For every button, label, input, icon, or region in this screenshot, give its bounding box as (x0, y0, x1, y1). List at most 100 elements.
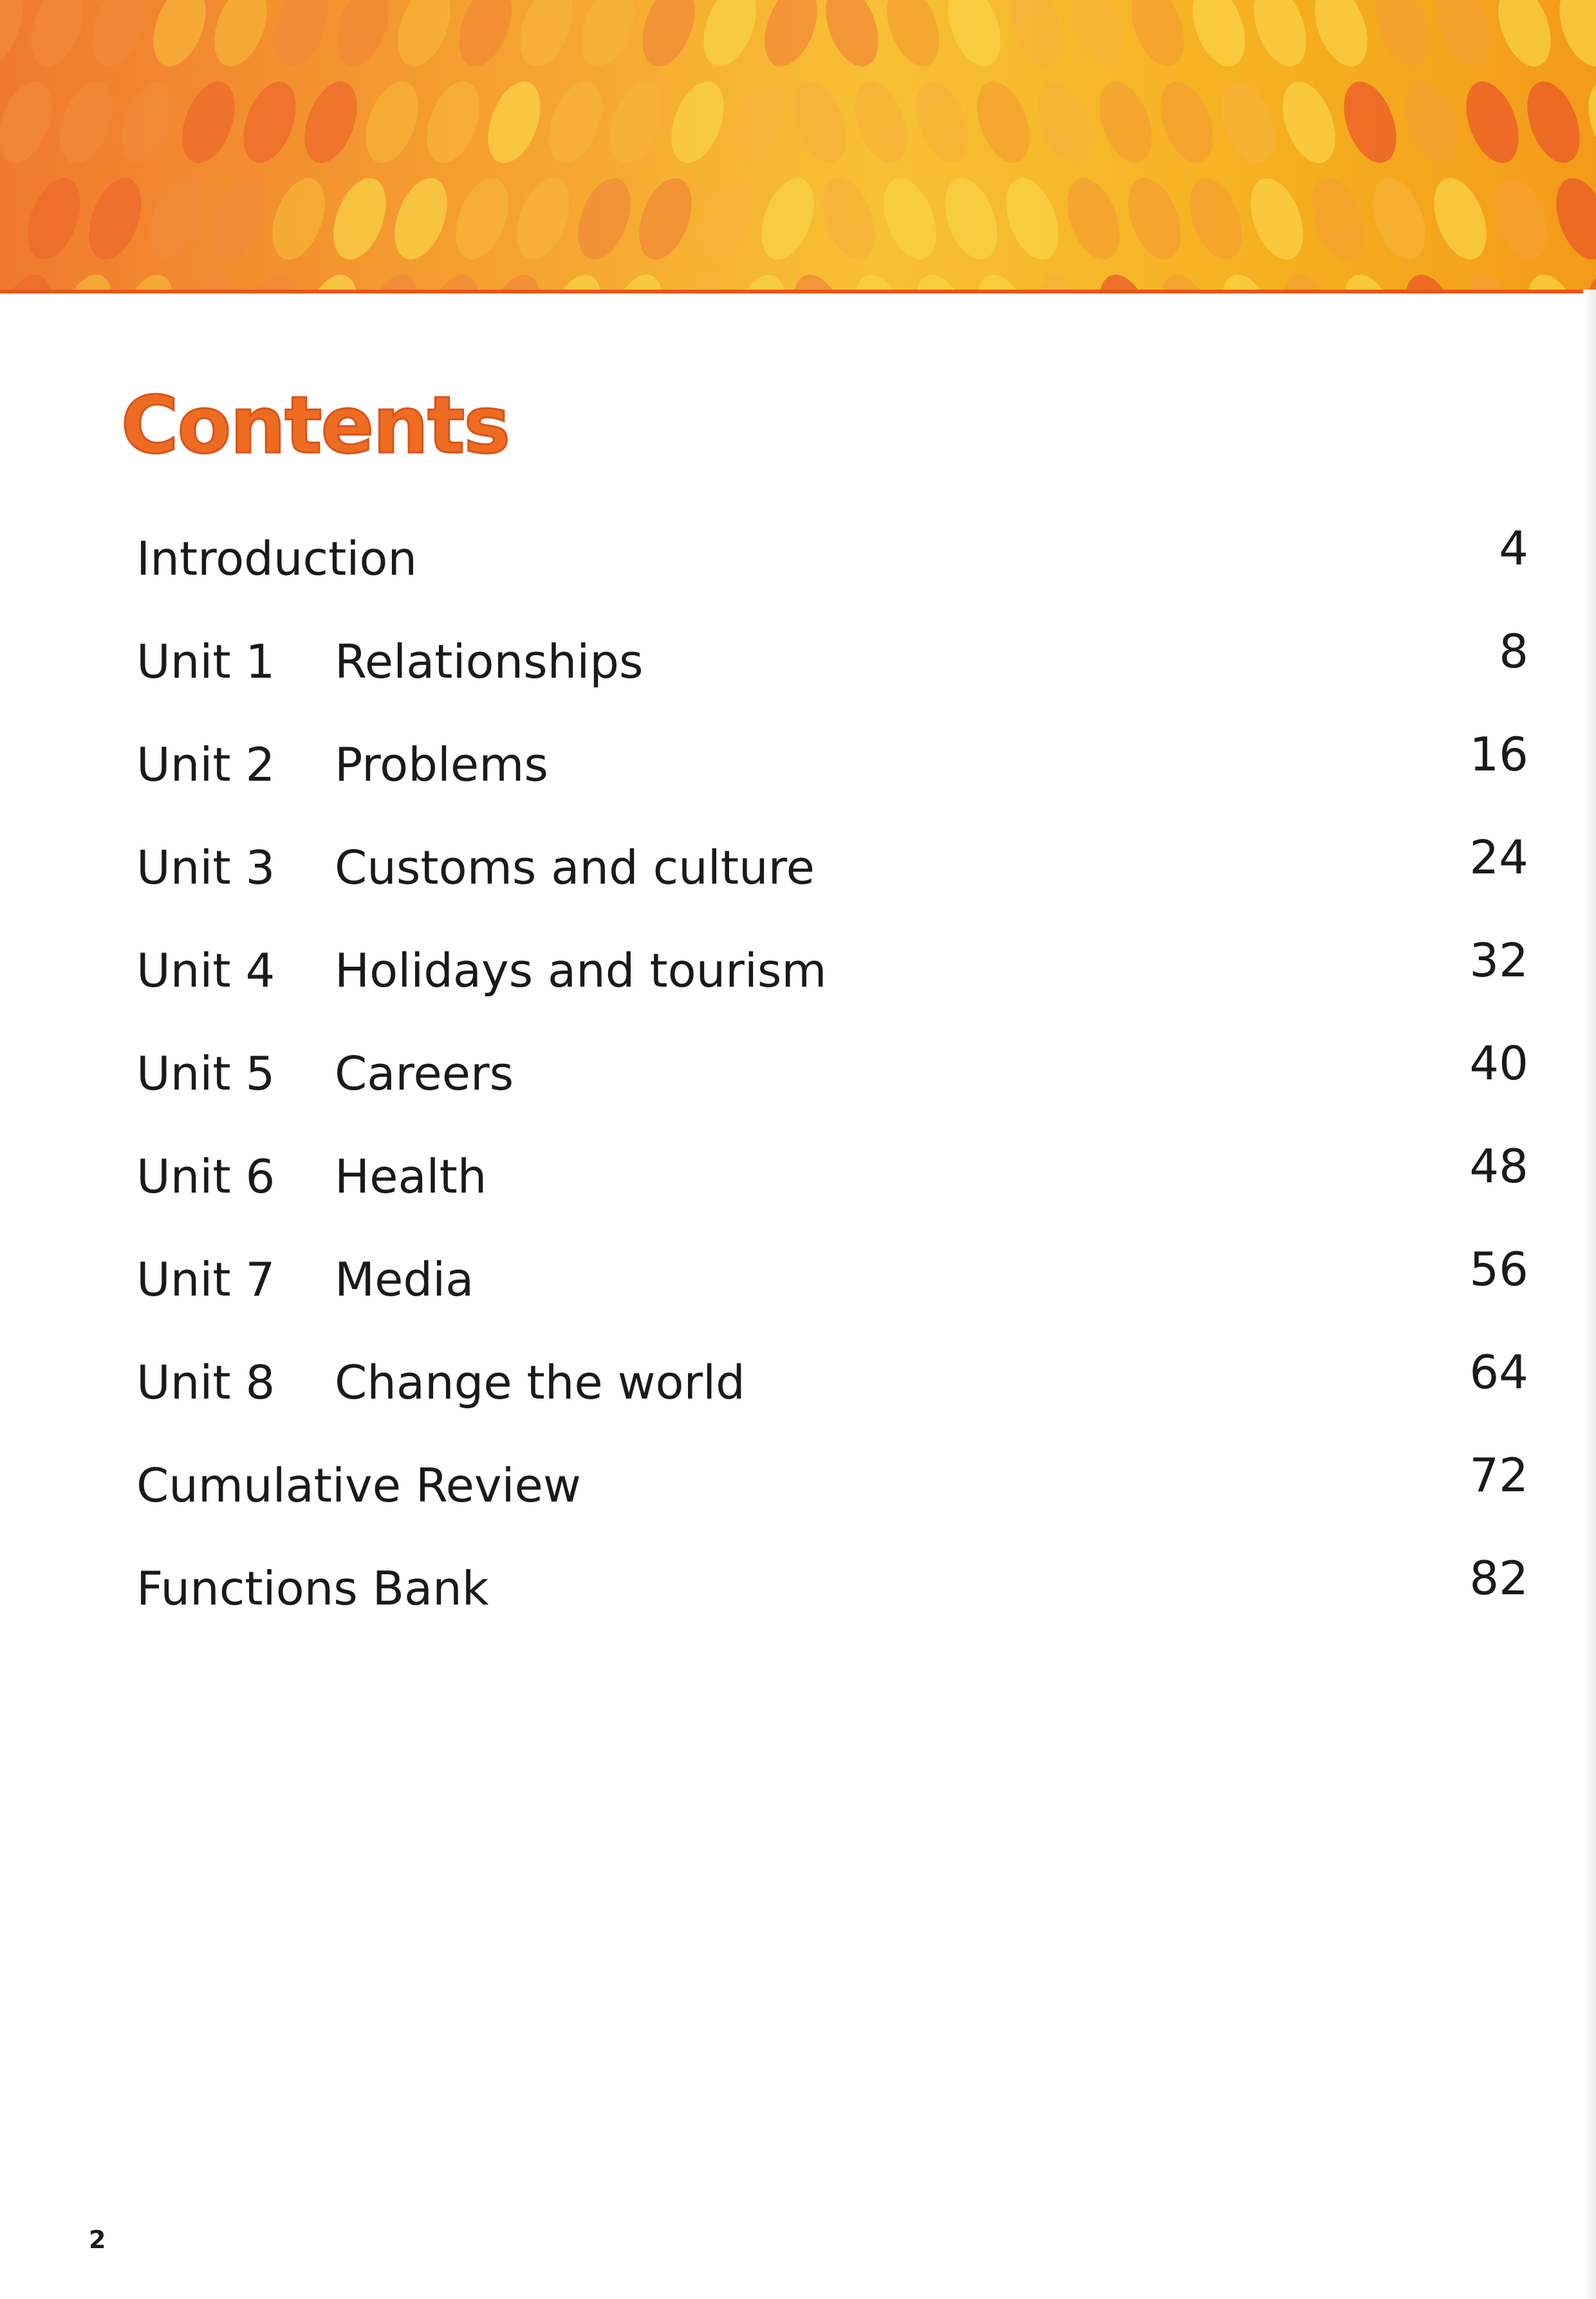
pattern-dot (214, 0, 267, 67)
toc-entry-page: 40 (1469, 1036, 1528, 1090)
pattern-dot (1192, 0, 1245, 67)
pattern-dot (1128, 178, 1181, 260)
pattern-dot (1344, 274, 1396, 290)
toc-entry: Unit 3 Customs and culture 24 (0, 817, 1596, 895)
toc-entry-topic: Customs and culture (335, 841, 815, 895)
pattern-dot (520, 0, 573, 67)
pattern-dot (1588, 81, 1596, 163)
pattern-dot (1038, 274, 1091, 290)
pattern-dot (1466, 81, 1519, 163)
pattern-dot (826, 0, 878, 67)
page-edge-shadow (1583, 290, 1596, 2299)
pattern-dot (732, 274, 785, 290)
toc-entry-unit: Unit 4 (136, 944, 275, 998)
toc-entry: Cumulative Review 72 (0, 1435, 1596, 1512)
pattern-dot (1495, 178, 1548, 260)
pattern-dot (948, 0, 1001, 67)
pattern-dot (60, 274, 113, 290)
toc-entry-page: 56 (1469, 1242, 1528, 1296)
toc-entry-unit: Unit 6 (136, 1150, 275, 1204)
toc-entry-topic: Relationships (335, 635, 644, 689)
pattern-dot (855, 81, 907, 163)
toc-entry-page: 8 (1499, 624, 1528, 678)
pattern-dot (671, 81, 724, 163)
pattern-dot (1099, 274, 1152, 290)
toc-entry-topic: Media (335, 1252, 474, 1307)
pattern-dot (1405, 81, 1458, 163)
pattern-dot (671, 274, 724, 290)
pattern-dot (916, 274, 969, 290)
pattern-dot (977, 81, 1030, 163)
toc-entry-topic: Change the world (335, 1355, 745, 1410)
pattern-dot (1254, 0, 1306, 67)
pattern-dot (0, 81, 51, 163)
pattern-dot (1189, 178, 1242, 260)
pattern-dot (427, 274, 479, 290)
pattern-dot (243, 274, 296, 290)
pattern-dot (304, 274, 357, 290)
toc-entry: Functions Bank 82 (0, 1538, 1596, 1615)
pattern-dot (1588, 274, 1596, 290)
pattern-dot (92, 0, 145, 67)
pattern-dot (1283, 81, 1335, 163)
pattern-dot (581, 0, 634, 67)
pattern-dot (884, 178, 936, 260)
toc-entry-page: 64 (1469, 1345, 1528, 1399)
pattern-dot (1131, 0, 1184, 67)
pattern-dot (1250, 178, 1303, 260)
pattern-dot (488, 274, 541, 290)
pattern-dot (1006, 178, 1059, 260)
pattern-dot (366, 81, 418, 163)
pattern-dot (1038, 81, 1091, 163)
pattern-dot (822, 178, 875, 260)
toc-entry-page: 16 (1469, 727, 1528, 781)
toc-entry-topic: Problems (335, 738, 548, 792)
pattern-dot (578, 178, 631, 260)
pattern-dot (1221, 81, 1274, 163)
toc-entry: Unit 8 Change the world 64 (0, 1332, 1596, 1410)
toc-entry-unit: Unit 5 (136, 1047, 275, 1101)
toc-entry-page: 72 (1469, 1448, 1528, 1502)
page-number: 2 (89, 2226, 106, 2254)
pattern-dot (1405, 274, 1458, 290)
pattern-dot (1527, 81, 1580, 163)
pattern-dot (304, 81, 357, 163)
pattern-dot (1434, 178, 1487, 260)
pattern-dot (150, 178, 203, 260)
dot-pattern-image (0, 0, 1596, 290)
toc-entry-page: 4 (1499, 521, 1528, 575)
page-title: Contents (120, 379, 511, 472)
pattern-dot (121, 81, 174, 163)
pattern-dot (642, 0, 695, 67)
pattern-dot (1527, 274, 1580, 290)
pattern-dot (1283, 274, 1335, 290)
toc-entry-topic: Careers (335, 1047, 514, 1101)
pattern-dot (700, 178, 753, 260)
pattern-dot (703, 0, 756, 67)
pattern-dot (610, 274, 663, 290)
toc-entry-unit: Unit 7 (136, 1252, 275, 1307)
pattern-dot (366, 274, 418, 290)
pattern-dot (1559, 0, 1596, 67)
pattern-dot (275, 0, 328, 67)
pattern-dot (243, 81, 296, 163)
pattern-dot (793, 274, 846, 290)
pattern-dot (855, 274, 907, 290)
toc-entry-label: Introduction (136, 532, 418, 586)
pattern-dot (1498, 0, 1551, 67)
toc-entry-label: Cumulative Review (136, 1458, 581, 1512)
pattern-dot (1099, 81, 1152, 163)
pattern-dot (121, 274, 174, 290)
toc-entry: Introduction 4 (0, 508, 1596, 586)
pattern-dot (945, 178, 998, 260)
pattern-dot (31, 0, 84, 67)
pattern-dot (89, 178, 142, 260)
pattern-dot (0, 274, 51, 290)
toc-entry: Unit 7 Media 56 (0, 1229, 1596, 1307)
pattern-dot (1221, 274, 1274, 290)
pattern-dot (549, 81, 602, 163)
toc-entry-page: 32 (1469, 933, 1528, 987)
pattern-dot (1344, 81, 1396, 163)
pattern-dot (887, 0, 940, 67)
pattern-dot (427, 81, 479, 163)
